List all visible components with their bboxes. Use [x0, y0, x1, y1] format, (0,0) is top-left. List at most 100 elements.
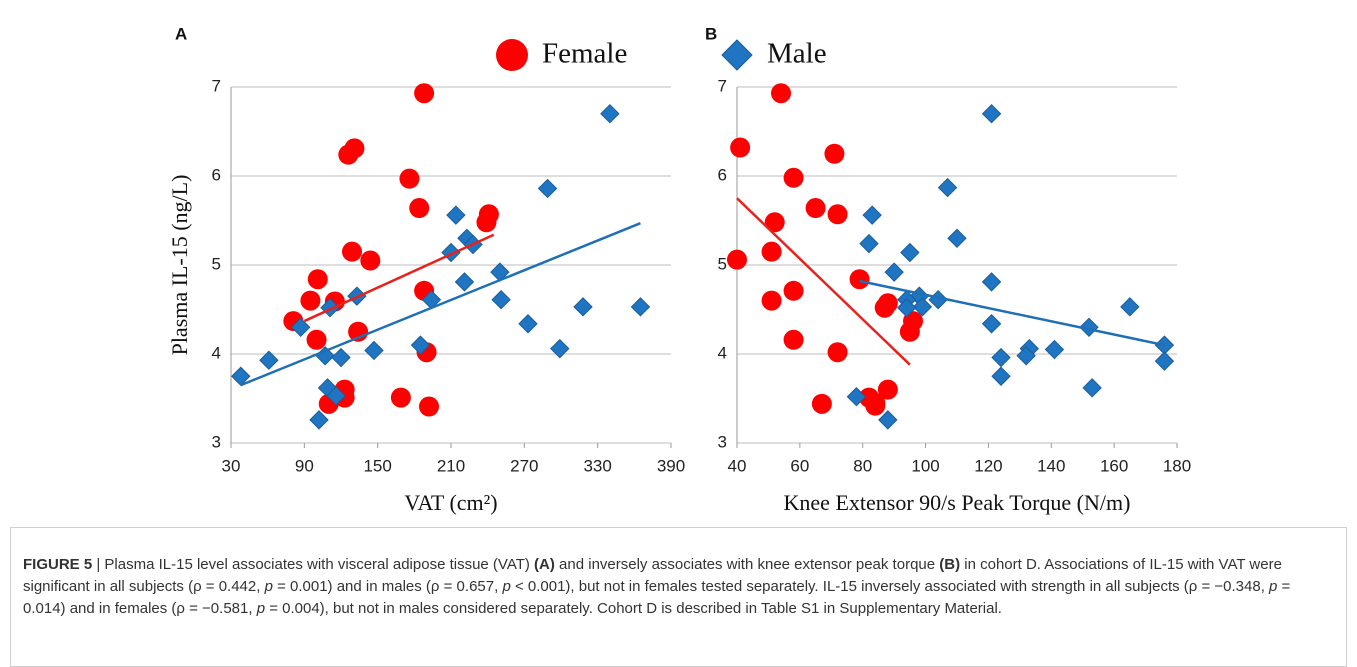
y-tick-label: 6	[718, 165, 727, 184]
data-point	[761, 290, 782, 311]
x-tick-label: 270	[510, 456, 538, 475]
caption-run: | Plasma IL-15 level associates with vis…	[92, 556, 535, 573]
data-point	[419, 396, 439, 417]
legend-label: Female	[542, 38, 627, 70]
y-tick-label: 5	[212, 254, 221, 273]
y-tick-label: 7	[212, 76, 221, 95]
data-point	[877, 379, 898, 400]
data-point	[414, 83, 435, 104]
data-point	[878, 410, 898, 430]
data-point	[1016, 346, 1036, 366]
caption-run: p	[264, 578, 273, 595]
data-point	[1082, 378, 1102, 398]
data-point	[1079, 317, 1099, 338]
x-tick-label: 180	[1163, 456, 1191, 475]
data-point	[454, 272, 475, 292]
trend-line	[859, 279, 1165, 347]
data-point	[981, 314, 1002, 334]
data-point	[331, 347, 351, 368]
data-point	[824, 143, 845, 164]
data-point	[306, 329, 327, 350]
caption-run: p	[502, 578, 511, 595]
data-point	[360, 250, 381, 271]
data-point	[409, 198, 430, 219]
data-point	[290, 317, 311, 338]
y-tick-label: 3	[212, 432, 221, 451]
caption: FIGURE 5 | Plasma IL-15 level associates…	[10, 527, 1347, 667]
x-tick-label: 100	[911, 456, 939, 475]
data-point	[1044, 339, 1065, 360]
x-tick-label: 160	[1100, 456, 1128, 475]
caption-run: p	[1269, 578, 1278, 595]
trend-line	[736, 197, 911, 366]
data-point	[783, 167, 804, 188]
x-tick-label: 140	[1037, 456, 1065, 475]
data-point	[399, 168, 420, 189]
x-tick-label: 330	[583, 456, 611, 475]
caption-run: = 0.014) and in females (ρ = −0.581,	[23, 578, 1291, 617]
panel-label: A	[175, 24, 187, 43]
caption-run: p	[256, 600, 266, 617]
data-point	[476, 212, 497, 233]
data-point	[771, 83, 791, 104]
data-point	[630, 297, 651, 317]
caption-run: in cohort D. Associations of IL-15 with …	[23, 556, 1282, 595]
trend-line	[240, 222, 641, 387]
data-point	[981, 272, 1002, 292]
y-axis-title: Plasma IL-15 (ng/L)	[167, 175, 192, 356]
y-tick-label: 4	[212, 343, 221, 362]
data-point	[805, 198, 826, 219]
data-point	[900, 242, 920, 263]
data-point	[326, 386, 346, 406]
panel-label: B	[705, 24, 717, 43]
data-point	[727, 249, 747, 270]
data-point	[307, 269, 328, 290]
data-point	[730, 137, 751, 158]
caption-run: < 0.001), but not in females tested sepa…	[510, 578, 1270, 595]
data-point	[865, 395, 886, 416]
legend-marker	[721, 39, 753, 71]
x-tick-label: 120	[974, 456, 1002, 475]
caption-run: = 0.004), but not in males considered se…	[265, 600, 1002, 617]
y-tick-label: 3	[718, 432, 727, 451]
x-tick-label: 40	[728, 456, 747, 475]
data-point	[884, 262, 904, 282]
data-point	[518, 314, 538, 334]
data-point	[849, 269, 870, 290]
data-point	[441, 242, 461, 263]
y-tick-label: 7	[718, 76, 727, 95]
x-tick-label: 210	[437, 456, 465, 475]
data-point	[811, 393, 832, 414]
x-tick-label: 80	[853, 456, 872, 475]
data-point	[783, 280, 804, 301]
data-point	[300, 290, 321, 311]
data-point	[231, 366, 251, 386]
data-point	[764, 212, 785, 233]
caption-run: FIGURE 5	[23, 556, 93, 573]
data-point	[991, 347, 1011, 368]
caption-run: = 0.001) and in males (ρ = 0.657,	[272, 578, 503, 595]
data-point	[491, 290, 511, 310]
y-tick-label: 6	[212, 165, 221, 184]
y-tick-label: 5	[718, 254, 727, 273]
data-point	[981, 103, 1002, 124]
data-point	[410, 335, 431, 355]
data-point	[573, 297, 593, 317]
legend-label: Male	[767, 38, 827, 70]
data-point	[1120, 297, 1140, 317]
data-point	[364, 340, 384, 361]
data-point	[1154, 351, 1175, 371]
x-tick-label: 150	[363, 456, 391, 475]
data-point	[761, 241, 782, 262]
data-point	[827, 204, 848, 225]
data-point	[991, 366, 1011, 386]
data-point	[874, 297, 895, 318]
x-axis-title: VAT (cm²)	[404, 490, 497, 515]
figure: 3 4 5 6 7 30 90 150 210 270 330 390 A Plasma IL-15 (n…	[167, 24, 1191, 515]
data-point	[846, 387, 867, 407]
data-point	[912, 297, 933, 317]
legend-marker	[496, 39, 528, 71]
data-point	[859, 233, 879, 254]
data-point	[947, 228, 967, 249]
data-point	[344, 138, 365, 159]
